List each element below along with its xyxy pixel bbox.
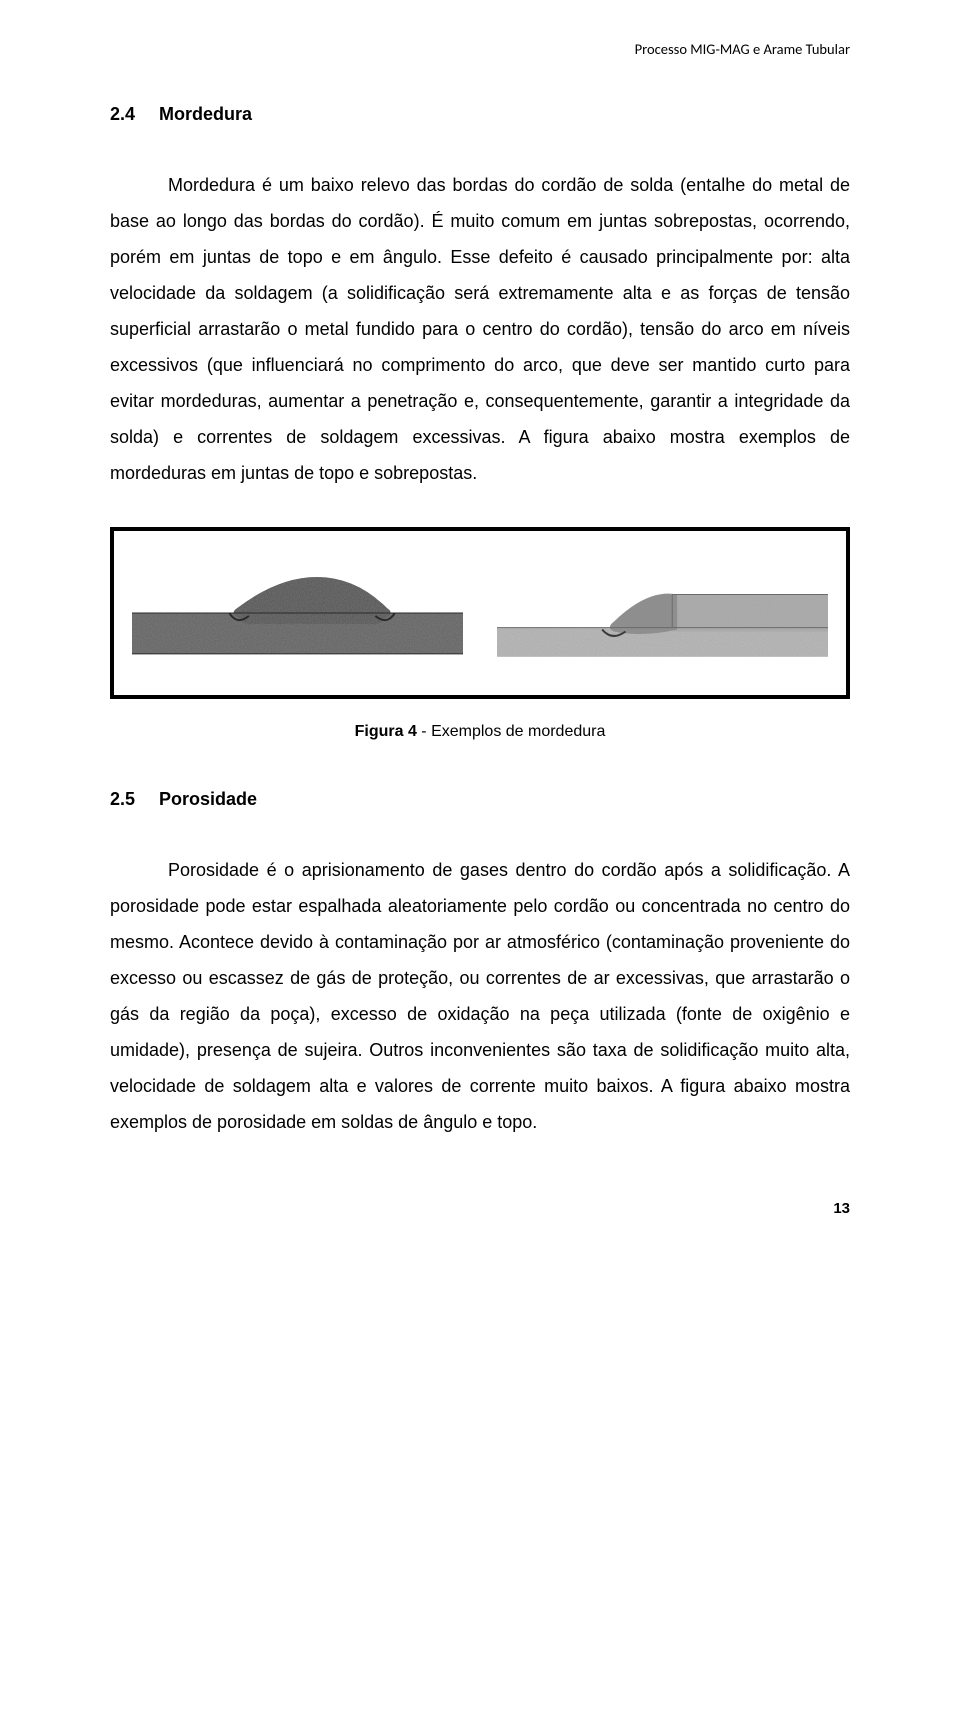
section-heading-porosidade: 2.5 Porosidade — [110, 789, 850, 810]
figure-caption: Figura 4 - Exemplos de mordedura — [110, 723, 850, 741]
figure-caption-label: Figura 4 — [355, 723, 417, 740]
weld-lap-illustration — [497, 558, 828, 668]
figure-mordedura — [110, 527, 850, 699]
section-title-2: Porosidade — [159, 789, 257, 809]
weld-butt-illustration — [132, 558, 463, 668]
section-number: 2.4 — [110, 104, 135, 125]
section-title: Mordedura — [159, 104, 252, 124]
paragraph-porosidade: Porosidade é o aprisionamento de gases d… — [110, 852, 850, 1140]
paragraph-mordedura: Mordedura é um baixo relevo das bordas d… — [110, 167, 850, 491]
paragraph-porosidade-text: Porosidade é o aprisionamento de gases d… — [110, 860, 850, 1132]
page-number: 13 — [110, 1200, 850, 1217]
section-number-2: 2.5 — [110, 789, 135, 810]
paragraph-mordedura-text: Mordedura é um baixo relevo das bordas d… — [110, 175, 850, 483]
section-heading-mordedura: 2.4 Mordedura — [110, 104, 850, 125]
figure-caption-rest: - Exemplos de mordedura — [417, 723, 606, 740]
running-header: Processo MIG-MAG e Arame Tubular — [110, 40, 850, 58]
